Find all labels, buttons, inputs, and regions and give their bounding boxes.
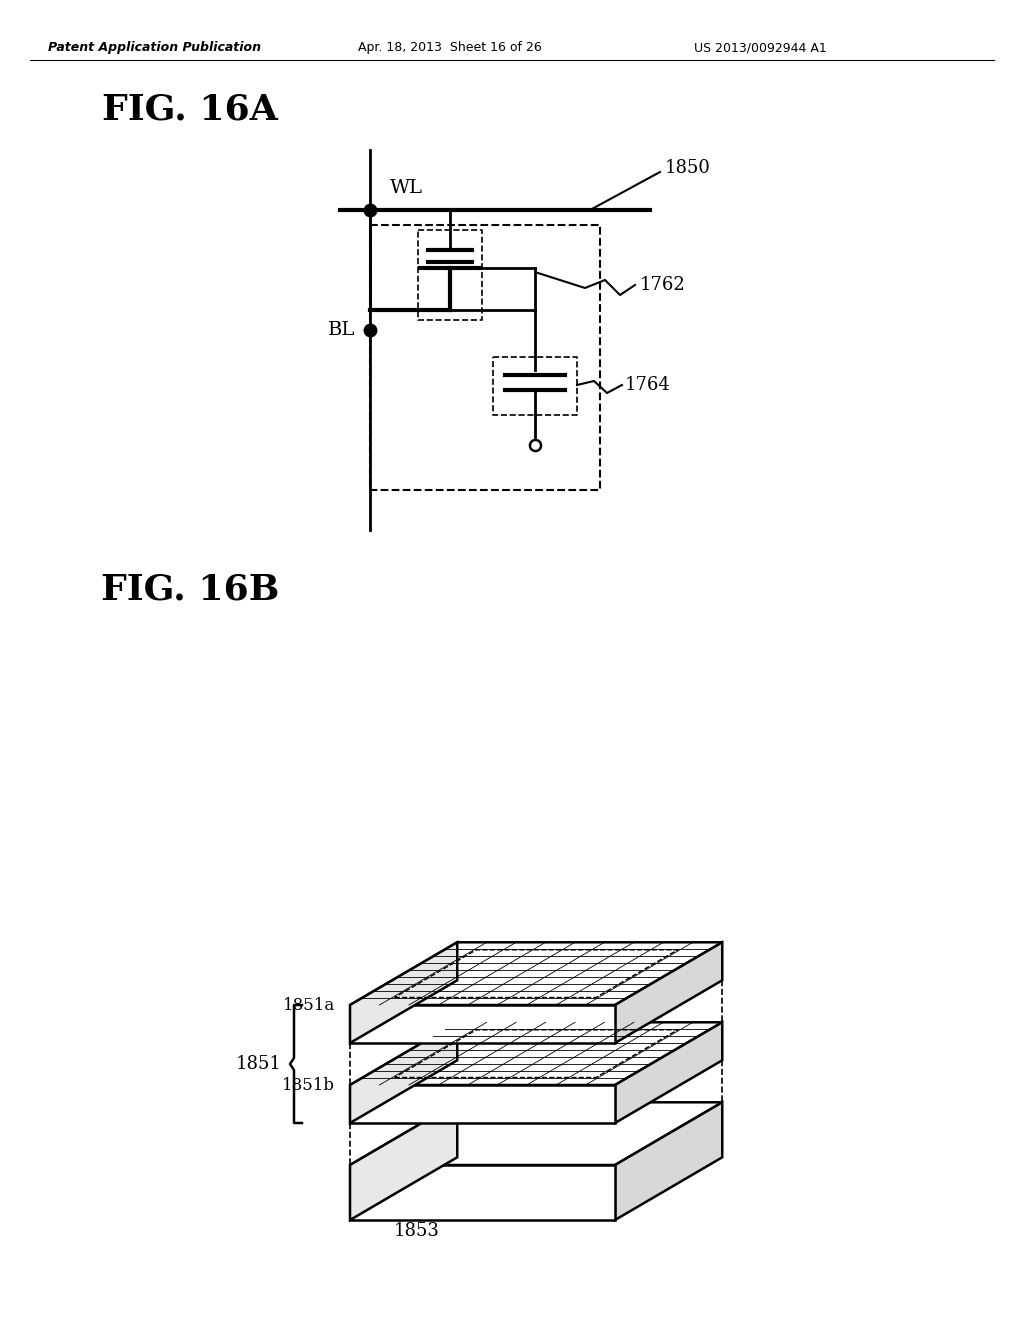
Polygon shape: [615, 1102, 722, 1220]
Polygon shape: [350, 942, 722, 1005]
Text: US 2013/0092944 A1: US 2013/0092944 A1: [693, 41, 826, 54]
Text: 1853: 1853: [393, 1222, 439, 1241]
Text: 1764: 1764: [625, 376, 671, 393]
Polygon shape: [350, 1085, 615, 1123]
Text: 1851a: 1851a: [283, 997, 335, 1014]
Text: 1851: 1851: [237, 1055, 282, 1073]
Text: 1851b: 1851b: [282, 1077, 335, 1093]
Polygon shape: [350, 1102, 722, 1166]
Polygon shape: [350, 1102, 458, 1220]
Text: Patent Application Publication: Patent Application Publication: [48, 41, 261, 54]
Text: 1850: 1850: [665, 158, 711, 177]
Text: Apr. 18, 2013  Sheet 16 of 26: Apr. 18, 2013 Sheet 16 of 26: [358, 41, 542, 54]
Polygon shape: [350, 1022, 722, 1085]
Text: FIG. 16B: FIG. 16B: [100, 573, 280, 607]
Polygon shape: [350, 942, 458, 1043]
Text: FIG. 16A: FIG. 16A: [102, 92, 278, 127]
Text: 1762: 1762: [640, 276, 686, 294]
Polygon shape: [350, 1166, 615, 1220]
Text: WL: WL: [390, 180, 423, 197]
Polygon shape: [615, 1022, 722, 1123]
Polygon shape: [615, 942, 722, 1043]
Text: BL: BL: [328, 321, 355, 339]
Polygon shape: [350, 1022, 458, 1123]
Polygon shape: [350, 1005, 615, 1043]
